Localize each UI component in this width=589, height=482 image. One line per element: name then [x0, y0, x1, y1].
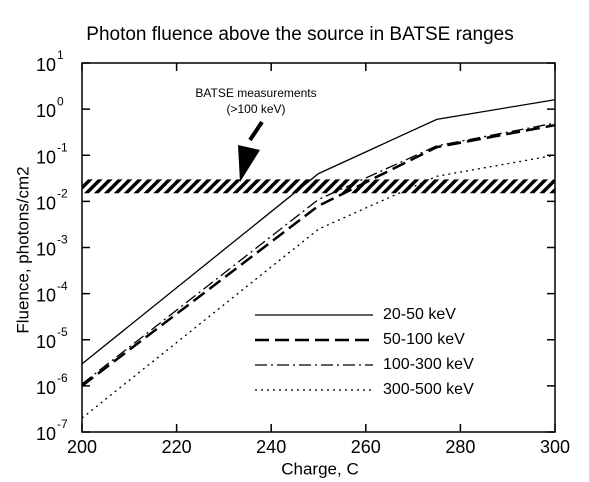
y-tick-base: 10	[36, 101, 56, 121]
y-tick-exponent: -7	[57, 417, 68, 431]
y-tick-base: 10	[36, 55, 56, 75]
annotation: BATSE measurements	[195, 86, 316, 100]
x-tick-label: 220	[162, 437, 192, 457]
series-line	[81, 99, 556, 365]
y-tick-base: 10	[36, 378, 56, 398]
arrow-head	[238, 145, 260, 182]
y-axis-label: Fluence, photons/cm2	[13, 166, 32, 333]
y-tick-label: 10	[36, 239, 56, 259]
y-tick-label: 10	[36, 193, 56, 213]
y-tick-base: 10	[36, 239, 56, 259]
legend-label: 300-500 keV	[383, 381, 474, 398]
annotation: (>100 keV)	[226, 102, 285, 116]
x-tick-label: 200	[67, 437, 97, 457]
y-tick-label: 10	[36, 101, 56, 121]
y-tick-label: 10	[36, 378, 56, 398]
y-tick-exponent: -6	[57, 371, 68, 385]
y-tick-exponent: 1	[57, 48, 64, 62]
y-tick-base: 10	[36, 424, 56, 444]
y-tick-base: 10	[36, 332, 56, 352]
chart-title: Photon fluence above the source in BATSE…	[86, 24, 513, 45]
legend-label: 100-300 keV	[383, 356, 474, 373]
y-tick-exponent: -1	[57, 140, 68, 154]
legend-label: 50-100 keV	[383, 331, 465, 348]
y-tick-label: 10	[36, 147, 56, 167]
y-tick-base: 10	[36, 147, 56, 167]
plot-frame	[81, 62, 556, 433]
y-tick-exponent: -4	[57, 279, 68, 293]
y-tick-label: 10	[36, 424, 56, 444]
y-tick-label: 10	[36, 332, 56, 352]
x-axis-label: Charge, C	[281, 459, 358, 478]
x-tick-label: 280	[445, 437, 475, 457]
arrow-shaft	[248, 120, 264, 142]
y-tick-exponent: -3	[57, 233, 68, 247]
y-tick-label: 10	[36, 55, 56, 75]
x-tick-label: 260	[351, 437, 381, 457]
x-tick-label: 300	[540, 437, 570, 457]
series-line	[81, 123, 556, 387]
y-tick-base: 10	[36, 285, 56, 305]
measurement-band	[82, 179, 555, 194]
y-tick-exponent: -2	[57, 187, 68, 201]
series-line	[81, 122, 556, 385]
y-tick-exponent: 0	[57, 94, 64, 108]
series-line	[81, 154, 556, 419]
legend-label: 20-50 keV	[383, 306, 456, 323]
y-tick-label: 10	[36, 285, 56, 305]
y-tick-base: 10	[36, 193, 56, 213]
x-tick-label: 240	[256, 437, 286, 457]
y-tick-exponent: -5	[57, 325, 68, 339]
